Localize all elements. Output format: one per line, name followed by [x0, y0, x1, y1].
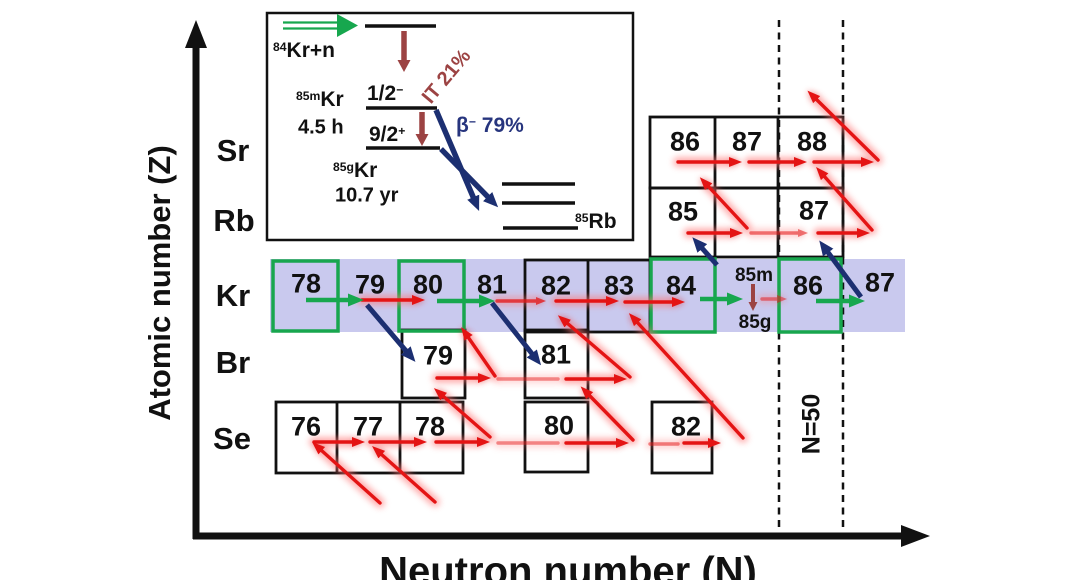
- inset-it-arrows: [397, 31, 429, 146]
- row-label-kr: Kr: [215, 278, 251, 313]
- nuclide-se82: 82: [670, 411, 702, 442]
- nuclide-kr83: 83: [603, 270, 635, 301]
- beta-percent: 79%: [475, 114, 524, 137]
- blue-decay-arrows: [365, 237, 864, 366]
- spin-value: 9/2: [369, 123, 399, 146]
- neutron-capture-arrows: [306, 292, 865, 308]
- nuclide-kr85m: 85m: [734, 265, 774, 286]
- nuclide-sr87: 87: [731, 126, 763, 157]
- daughter-element: Rb: [588, 210, 617, 233]
- nuclide-kr78: 78: [290, 268, 322, 299]
- isomer-element: Kr: [320, 88, 344, 111]
- n50-label: N=50: [797, 393, 826, 455]
- axes: [185, 20, 930, 547]
- inset-beta-branch-label: β− 79%: [456, 114, 524, 138]
- inset-isomer-halflife: 4.5 h: [298, 116, 344, 139]
- row-label-sr: Sr: [216, 133, 250, 168]
- nuclide-se80: 80: [543, 410, 575, 441]
- nuclide-kr85g: 85g: [738, 312, 772, 333]
- inset-isomer-spin: 1/2−: [367, 82, 403, 106]
- nuclide-kr86: 86: [792, 270, 824, 301]
- spin-value: 1/2: [367, 82, 397, 105]
- nuclide-kr82: 82: [540, 270, 572, 301]
- inset-ground-halflife: 10.7 yr: [335, 184, 399, 207]
- daughter-mass-superscript: 85: [575, 210, 589, 225]
- inset-ground-spin: 9/2+: [369, 123, 405, 147]
- nuclide-se78: 78: [414, 411, 446, 442]
- inset-reaction-label: 84Kr+n: [273, 39, 335, 63]
- nuclide-kr79: 79: [354, 269, 386, 300]
- inset-isomer-label: 85mKr: [296, 88, 344, 112]
- row-label-se: Se: [213, 421, 251, 456]
- nuclide-kr84: 84: [665, 270, 697, 301]
- beta-symbol: β: [456, 114, 469, 137]
- inset-level-lines: [365, 24, 578, 230]
- nuclide-br81: 81: [540, 339, 572, 370]
- inset-ground-label: 85gKr: [333, 159, 377, 183]
- x-axis-label: Neutron number (N): [379, 549, 757, 580]
- y-axis-arrowhead: [185, 20, 207, 48]
- nuclide-rb85: 85: [667, 196, 699, 227]
- x-axis-arrowhead: [901, 525, 930, 547]
- nuclide-rb87: 87: [798, 195, 830, 226]
- y-axis-label: Atomic number (Z): [142, 145, 177, 421]
- beta-charge: −: [468, 114, 476, 129]
- nuclide-br79: 79: [422, 340, 454, 371]
- isomer-mass-superscript: 85m: [296, 88, 321, 103]
- nuclide-sr86: 86: [669, 126, 701, 157]
- nuclide-kr87: 87: [864, 267, 896, 298]
- inset-beta-arrows: [433, 108, 499, 211]
- reaction-text: Kr+n: [286, 39, 335, 62]
- spin-parity: −: [396, 82, 404, 97]
- nuclide-kr80: 80: [412, 269, 444, 300]
- inset-capture-arrow: [283, 21, 337, 30]
- nuclide-sr88: 88: [796, 126, 828, 157]
- nuclide-boxes: [274, 115, 845, 475]
- nuclide-kr81: 81: [476, 269, 508, 300]
- ground-mass-superscript: 85g: [333, 159, 354, 174]
- ground-element: Kr: [353, 159, 378, 182]
- inset-daughter-label: 85Rb: [575, 210, 617, 234]
- inset-decay-scheme: [265, 11, 635, 242]
- nuclide-se77: 77: [352, 411, 384, 442]
- nuclide-se76: 76: [290, 411, 322, 442]
- spin-parity: +: [398, 123, 406, 138]
- reaction-mass-superscript: 84: [273, 39, 287, 54]
- row-label-br: Br: [215, 345, 251, 380]
- row-label-rb: Rb: [213, 203, 255, 238]
